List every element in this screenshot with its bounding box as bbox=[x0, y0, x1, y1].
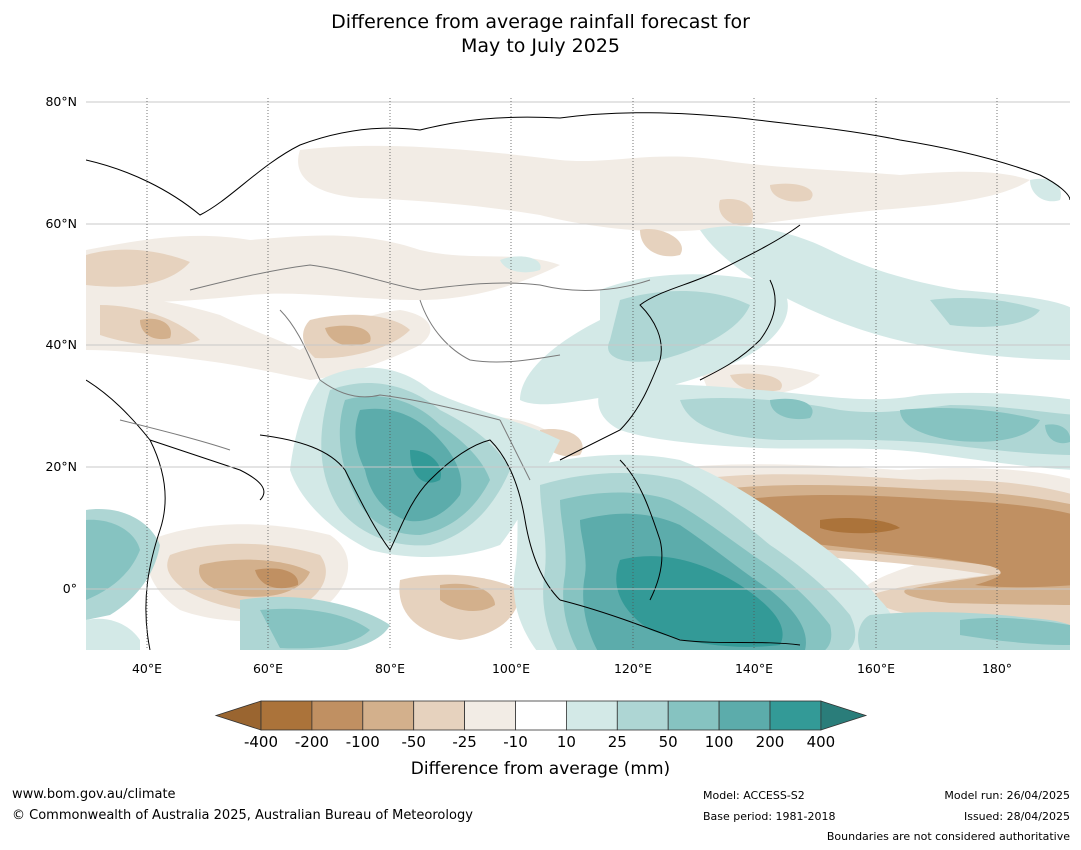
title-line-2: May to July 2025 bbox=[461, 35, 620, 57]
issued-text: Issued: 28/04/2025 bbox=[963, 810, 1070, 823]
colorbar-over-arrow bbox=[820, 700, 868, 731]
colorbar-tick-label: 25 bbox=[607, 733, 627, 751]
colorbar-swatch bbox=[718, 700, 771, 731]
colorbar-swatch bbox=[769, 700, 822, 731]
website-link[interactable]: www.bom.gov.au/climate bbox=[12, 787, 176, 802]
colorbar-swatch bbox=[362, 700, 415, 731]
lon-label-160e: 160°E bbox=[856, 661, 895, 676]
colorbar-swatch bbox=[566, 700, 618, 731]
lon-label-40e: 40°E bbox=[131, 661, 163, 676]
colorbar bbox=[214, 700, 868, 731]
model-run-text: Model run: 26/04/2025 bbox=[944, 789, 1070, 802]
colorbar-swatch bbox=[311, 700, 364, 731]
colorbar-tick-label: 50 bbox=[658, 733, 678, 751]
colorbar-title: Difference from average (mm) bbox=[410, 759, 671, 779]
lon-label-100e: 100°E bbox=[491, 661, 530, 676]
lon-label-120e: 120°E bbox=[613, 661, 652, 676]
lon-label-60e: 60°E bbox=[252, 661, 284, 676]
lon-label-80e: 80°E bbox=[374, 661, 406, 676]
colorbar-swatch bbox=[616, 700, 669, 731]
colorbar-tick-label: -50 bbox=[401, 733, 426, 751]
colorbar-tick-label: -10 bbox=[503, 733, 528, 751]
colorbar-swatch bbox=[413, 700, 466, 731]
country-borders bbox=[119, 264, 651, 481]
colorbar-tick-label: -200 bbox=[294, 733, 329, 751]
colorbar-swatch bbox=[464, 700, 516, 731]
title-line-1: Difference from average rainfall forecas… bbox=[331, 11, 750, 33]
lat-label-80n: 80°N bbox=[45, 94, 77, 109]
anomaly-field bbox=[86, 112, 1070, 650]
colorbar-tick-label: -100 bbox=[345, 733, 380, 751]
colorbar-swatch bbox=[515, 700, 567, 731]
colorbar-swatch bbox=[667, 700, 720, 731]
base-period-text: Base period: 1981-2018 bbox=[703, 810, 836, 823]
wet-anomaly-shading bbox=[86, 178, 1070, 650]
colorbar-tick-label: -25 bbox=[452, 733, 477, 751]
colorbar-under-arrow bbox=[214, 700, 262, 731]
lon-label-140e: 140°E bbox=[734, 661, 773, 676]
model-text: Model: ACCESS-S2 bbox=[703, 789, 805, 802]
graticule bbox=[86, 98, 1070, 650]
colorbar-tick-label: 100 bbox=[704, 733, 734, 751]
map-title: Difference from average rainfall forecas… bbox=[0, 10, 1081, 58]
lat-label-40n: 40°N bbox=[45, 337, 77, 352]
colorbar-tick-label: 200 bbox=[755, 733, 785, 751]
lat-label-20n: 20°N bbox=[45, 459, 77, 474]
lat-label-60n: 60°N bbox=[45, 216, 77, 231]
lat-label-0: 0° bbox=[62, 581, 77, 596]
colorbar-tick-label: 10 bbox=[556, 733, 576, 751]
lon-label-180: 180° bbox=[981, 661, 1013, 676]
colorbar-swatch bbox=[260, 700, 313, 731]
disclaimer-text: Boundaries are not considered authoritat… bbox=[826, 830, 1070, 843]
colorbar-tick-label: 400 bbox=[806, 733, 836, 751]
colorbar-tick-label: -400 bbox=[243, 733, 279, 751]
copyright-text: © Commonwealth of Australia 2025, Austra… bbox=[12, 808, 473, 823]
coastlines bbox=[86, 112, 1070, 650]
